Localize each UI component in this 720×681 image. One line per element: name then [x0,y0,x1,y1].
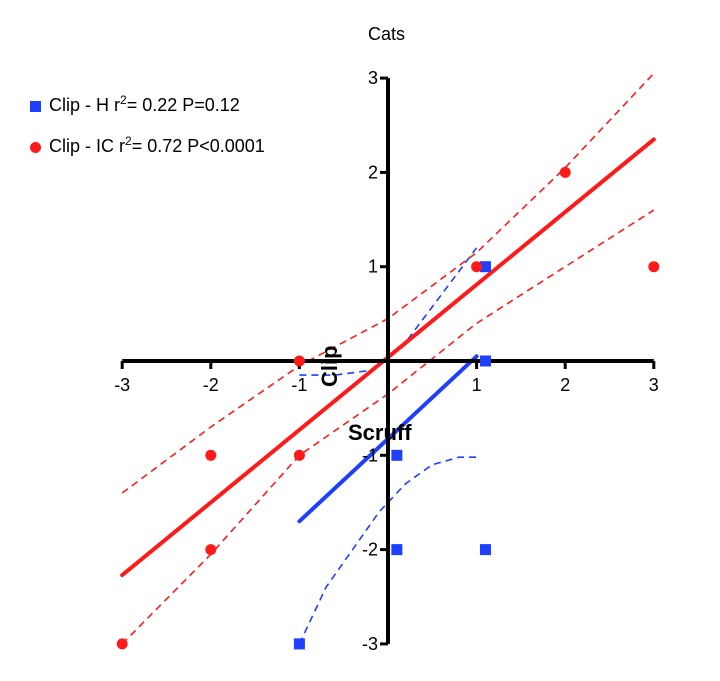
clip-h-ci-upper-band [299,247,478,376]
red-circle-marker-icon [30,141,41,153]
clip-ic-data-point [293,449,305,461]
y-tick-label: 2 [368,162,378,182]
legend-label-suffix: = 0.22 P=0.12 [126,95,240,115]
x-tick-label: -1 [291,375,307,395]
clip-ic-data-point [559,166,571,178]
y-tick-label: -2 [362,540,378,560]
clip-h-ci-lower-band [298,456,477,645]
x-axis-label: Scruff [348,420,412,445]
legend-label-sup: 2 [120,93,127,107]
legend-item-clip-h: Clip - H r2= 0.22 P=0.12 [30,93,240,116]
tick-labels: -3 -2 -1 1 2 3 -3 -2 -1 1 2 3 [114,68,659,654]
legend-label-suffix: = 0.72 P<0.0001 [131,136,265,156]
legend-label-sup: 2 [125,134,132,148]
chart-title: Cats [368,24,406,44]
blue-square-marker-icon [30,100,41,112]
clip-h-data-point [391,544,403,556]
x-tick-label: 1 [472,375,482,395]
y-tick-label: 3 [368,68,378,88]
clip-ic-data-point [116,638,128,650]
y-tick-label: 1 [368,257,378,277]
clip-ic-data-point [648,261,660,273]
axes [120,76,656,646]
legend-label-prefix: Clip - IC r [49,136,125,156]
x-tick-label: 3 [649,375,659,395]
clip-h-data-point [293,638,305,650]
clip-ic-data-point [471,261,483,273]
legend-label-prefix: Clip - H r [49,95,120,115]
x-tick-label: -2 [203,375,219,395]
legend-item-clip-ic: Clip - IC r2= 0.72 P<0.0001 [30,134,265,157]
clip-h-data-point [391,449,403,461]
clip-h-data-point [479,544,491,556]
x-tick-label: -3 [114,375,130,395]
x-tick-label: 2 [560,375,570,395]
clip-ic-data-point [205,544,217,556]
clip-ic-data-point [293,355,305,367]
clip-h-data-point [479,355,491,367]
y-tick-label: -1 [362,445,378,465]
y-axis-label: Clip [317,345,342,387]
y-tick-label: -3 [362,634,378,654]
data-points [116,166,660,650]
clip-h-data-point [479,261,491,273]
clip-ic-data-point [205,449,217,461]
